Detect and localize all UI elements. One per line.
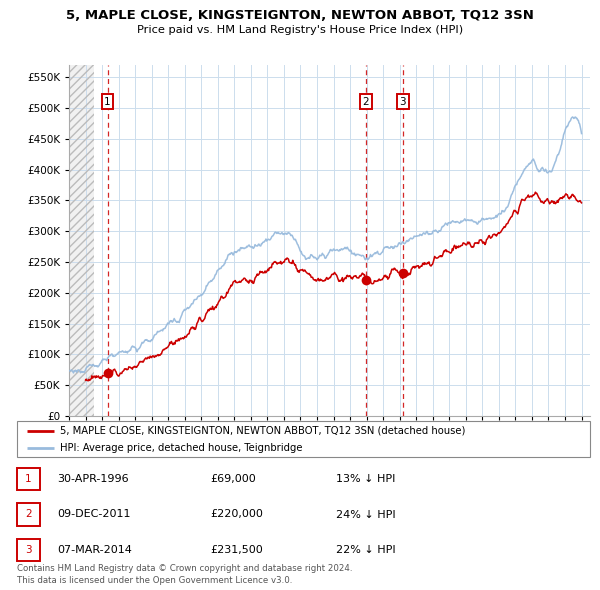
Text: 2: 2	[25, 510, 32, 519]
Text: 3: 3	[400, 97, 406, 107]
Text: Contains HM Land Registry data © Crown copyright and database right 2024.
This d: Contains HM Land Registry data © Crown c…	[17, 565, 352, 585]
Text: 22% ↓ HPI: 22% ↓ HPI	[336, 545, 395, 555]
Text: 13% ↓ HPI: 13% ↓ HPI	[336, 474, 395, 484]
Text: 3: 3	[25, 545, 32, 555]
Text: 09-DEC-2011: 09-DEC-2011	[57, 510, 131, 519]
Text: £231,500: £231,500	[210, 545, 263, 555]
Text: 30-APR-1996: 30-APR-1996	[57, 474, 128, 484]
Text: HPI: Average price, detached house, Teignbridge: HPI: Average price, detached house, Teig…	[60, 443, 302, 453]
Text: £69,000: £69,000	[210, 474, 256, 484]
Text: 5, MAPLE CLOSE, KINGSTEIGNTON, NEWTON ABBOT, TQ12 3SN: 5, MAPLE CLOSE, KINGSTEIGNTON, NEWTON AB…	[66, 9, 534, 22]
Text: 07-MAR-2014: 07-MAR-2014	[57, 545, 132, 555]
Text: Price paid vs. HM Land Registry's House Price Index (HPI): Price paid vs. HM Land Registry's House …	[137, 25, 463, 35]
Bar	[69, 65, 94, 416]
Text: £220,000: £220,000	[210, 510, 263, 519]
Text: 2: 2	[362, 97, 369, 107]
Text: 1: 1	[104, 97, 111, 107]
Bar	[69, 65, 94, 416]
Text: 1: 1	[25, 474, 32, 484]
Text: 24% ↓ HPI: 24% ↓ HPI	[336, 510, 395, 519]
Text: 5, MAPLE CLOSE, KINGSTEIGNTON, NEWTON ABBOT, TQ12 3SN (detached house): 5, MAPLE CLOSE, KINGSTEIGNTON, NEWTON AB…	[60, 425, 465, 435]
